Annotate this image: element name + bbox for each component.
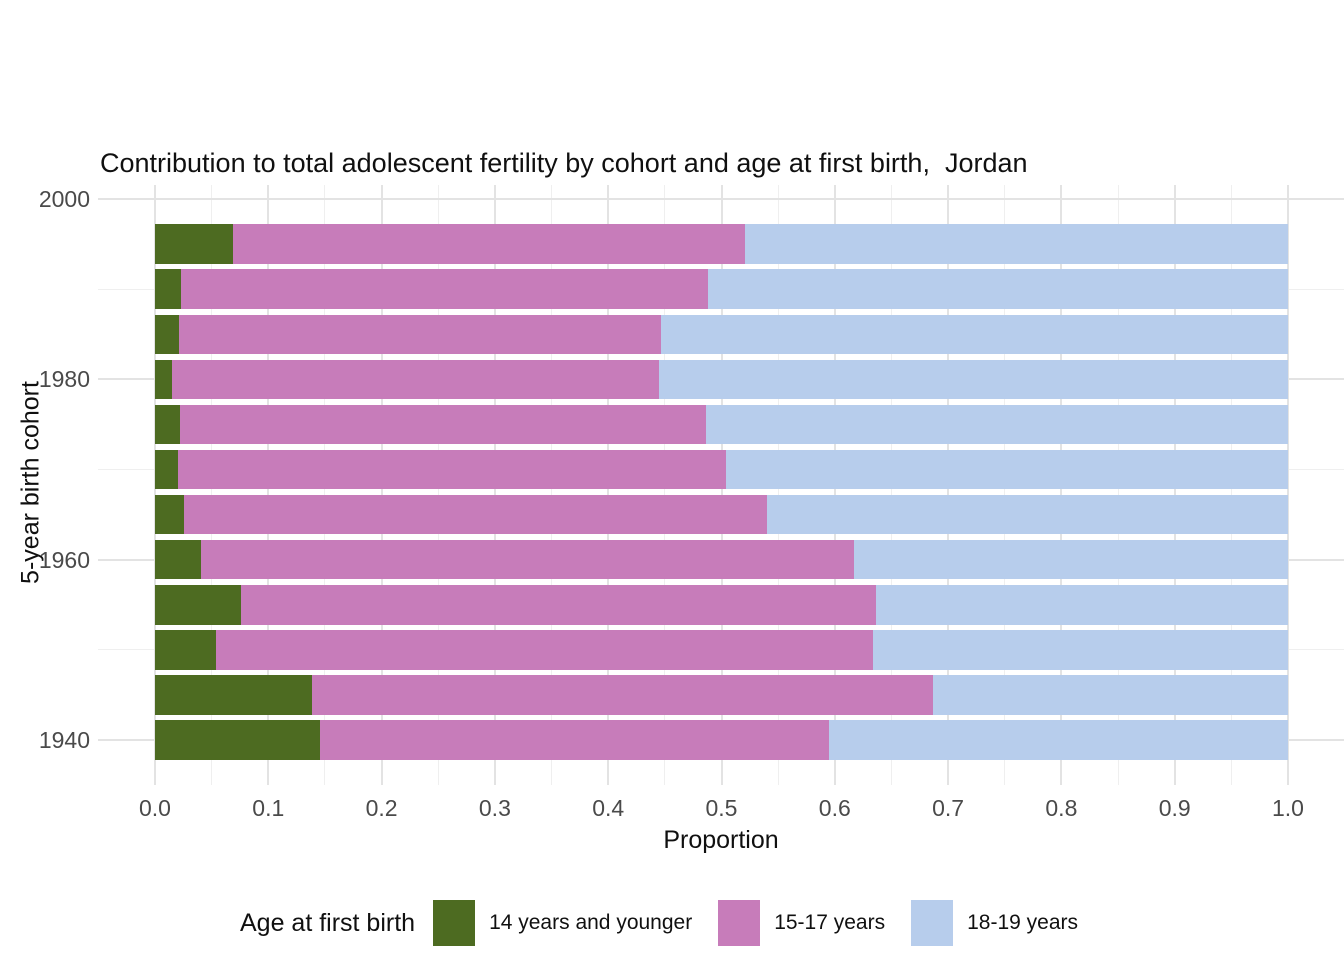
x-tick-label: 0.5 — [705, 795, 738, 821]
bar-segment-1965-14-years-and-younger — [155, 494, 185, 535]
legend-swatch-14-and-younger-icon — [433, 900, 476, 946]
bar-segment-1985-15-17-years — [178, 314, 662, 354]
bar-row-1995 — [155, 224, 1288, 264]
bar-row-1945 — [155, 675, 1288, 715]
bar-row-1985 — [155, 314, 1288, 354]
legend-label: 15-17 years — [774, 911, 886, 934]
bar-segment-1965-18-19-years — [766, 494, 1288, 535]
legend-label: 14 years and younger — [489, 911, 693, 934]
legend: Age at first birth 14 years and younger … — [0, 894, 1344, 952]
x-tick-label: 0.2 — [365, 795, 398, 821]
bar-segment-1960-14-years-and-younger — [155, 539, 202, 580]
bar-segment-1970-15-17-years — [177, 449, 727, 490]
bar-segment-1950-18-19-years — [873, 630, 1288, 670]
legend-label: 18-19 years — [967, 911, 1079, 934]
bar-segment-1945-15-17-years — [312, 675, 934, 715]
bar-segment-1940-18-19-years — [829, 720, 1288, 760]
x-tick-label: 0.6 — [818, 795, 851, 821]
bar-row-1960 — [155, 539, 1288, 580]
bar-segment-1975-14-years-and-younger — [155, 404, 180, 445]
bar-segment-1990-14-years-and-younger — [155, 269, 182, 309]
bar-segment-1965-15-17-years — [184, 494, 767, 535]
legend-swatch-18-19-icon — [911, 900, 954, 946]
x-tick-label: 0.1 — [252, 795, 285, 821]
bar-row-1950 — [155, 630, 1288, 670]
x-tick-label: 1.0 — [1272, 795, 1304, 821]
x-tick-label: 0.7 — [932, 795, 965, 821]
legend-swatch-15-17-icon — [718, 900, 761, 946]
y-tick-label: 2000 — [38, 186, 90, 212]
legend-item-15-17: 15-17 years — [718, 900, 897, 946]
y-axis-title: 5-year birth cohort — [16, 381, 45, 584]
bar-segment-1985-14-years-and-younger — [155, 314, 179, 354]
legend-title: Age at first birth — [239, 908, 416, 937]
bar-segment-1945-18-19-years — [933, 675, 1288, 715]
bar-segment-1945-14-years-and-younger — [155, 675, 313, 715]
x-tick-label: 0.9 — [1158, 795, 1191, 821]
bar-segment-1990-15-17-years — [181, 269, 708, 309]
x-tick-label: 0.0 — [139, 795, 171, 821]
bar-segment-1975-15-17-years — [179, 404, 706, 445]
bar-segment-1975-18-19-years — [705, 404, 1288, 445]
gridline-x-major — [1287, 185, 1289, 785]
bar-row-1955 — [155, 585, 1288, 625]
bar-row-1990 — [155, 269, 1288, 309]
bar-segment-1955-18-19-years — [875, 585, 1288, 625]
bar-segment-1960-15-17-years — [201, 539, 855, 580]
bar-segment-1980-14-years-and-younger — [155, 359, 172, 400]
bar-row-1965 — [155, 494, 1288, 535]
bar-row-1980 — [155, 359, 1288, 400]
y-tick-label: 1960 — [38, 546, 90, 573]
bar-segment-1950-15-17-years — [216, 630, 874, 670]
bar-segment-1970-18-19-years — [726, 449, 1288, 490]
bar-segment-1950-14-years-and-younger — [155, 630, 217, 670]
bar-row-1975 — [155, 404, 1288, 445]
bar-segment-1980-15-17-years — [171, 359, 660, 400]
bar-segment-1955-14-years-and-younger — [155, 585, 242, 625]
chart-title: Contribution to total adolescent fertili… — [100, 148, 1028, 178]
bar-segment-1940-14-years-and-younger — [155, 720, 321, 760]
legend-item-14-and-younger: 14 years and younger — [433, 900, 704, 946]
bar-segment-1995-14-years-and-younger — [155, 224, 234, 264]
x-tick-label: 0.8 — [1045, 795, 1078, 821]
bar-segment-1995-18-19-years — [745, 224, 1288, 264]
bar-segment-1995-15-17-years — [233, 224, 746, 264]
gridline-y-major — [98, 198, 1344, 200]
bar-segment-1940-15-17-years — [320, 720, 830, 760]
bar-row-1940 — [155, 720, 1288, 760]
x-axis-title: Proportion — [663, 826, 779, 854]
bar-segment-1955-15-17-years — [241, 585, 876, 625]
y-tick-label: 1980 — [38, 366, 90, 393]
x-tick-label: 0.4 — [592, 795, 625, 821]
bar-segment-1980-18-19-years — [659, 359, 1288, 400]
bar-segment-1970-14-years-and-younger — [155, 449, 178, 490]
bar-segment-1985-18-19-years — [661, 314, 1288, 354]
bar-segment-1960-18-19-years — [854, 539, 1288, 580]
legend-item-18-19: 18-19 years — [911, 900, 1090, 946]
plot-panel — [98, 185, 1344, 785]
y-tick-label: 1940 — [38, 727, 90, 753]
bar-segment-1990-18-19-years — [707, 269, 1288, 309]
bar-row-1970 — [155, 449, 1288, 490]
x-tick-label: 0.3 — [478, 795, 511, 821]
